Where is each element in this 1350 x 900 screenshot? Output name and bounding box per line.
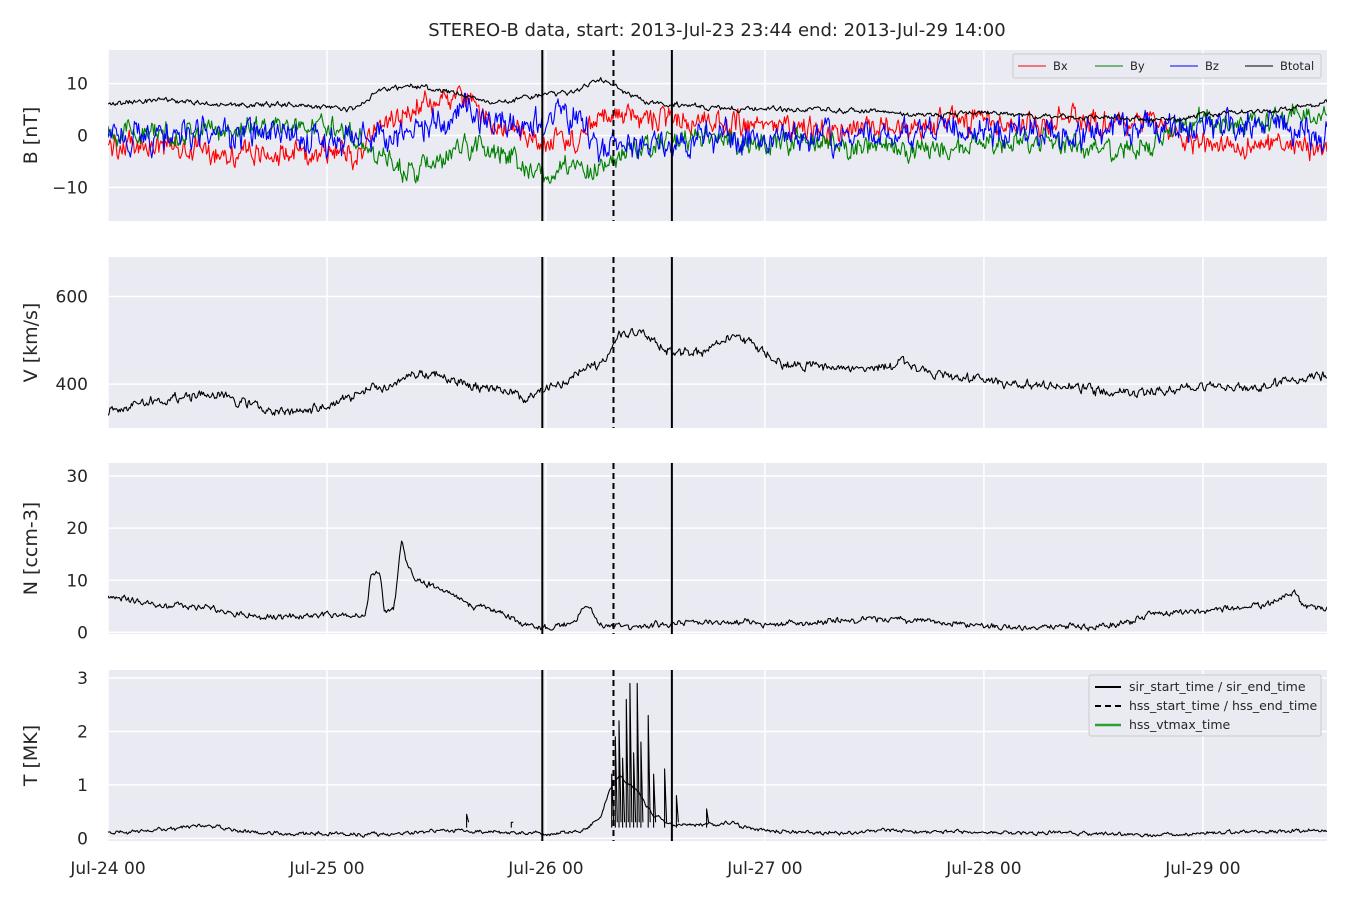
panel-B-plot-area (108, 77, 1327, 184)
t-legend-box (1088, 674, 1322, 737)
x-tick-label: Jul-27 00 (726, 859, 802, 879)
panel-N-ytick-label: 30 (66, 467, 88, 487)
legend-entry-label: hss_start_time / hss_end_time (1129, 698, 1318, 713)
legend-entry-label: sir_start_time / sir_end_time (1129, 679, 1306, 694)
panel-N: 30 20 10 0 N [ccm-3] (20, 463, 1327, 643)
x-tick-label: Jul-28 00 (945, 859, 1021, 879)
panel-T-ytick-label: 0 (77, 829, 88, 849)
panel-N-plot-area (108, 540, 1327, 632)
b-legend-box (1012, 53, 1322, 79)
panel-N-ylabel: N [ccm-3] (20, 502, 42, 595)
panel-N-ytick-label: 10 (66, 571, 88, 591)
panel-B-ytick-label: 0 (77, 127, 88, 147)
series-t-spikes-line (466, 682, 710, 828)
series-bz-line (108, 92, 1327, 163)
panel-T-ytick-label: 1 (77, 776, 88, 796)
chart-title: STEREO-B data, start: 2013-Jul-23 23:44 … (428, 20, 1005, 41)
series-by-line (108, 103, 1327, 184)
b-panel-legend: Bx By Bz Btotal (1012, 53, 1322, 79)
panel-B-ytick-label: 10 (66, 75, 88, 95)
x-tick-label: Jul-29 00 (1164, 859, 1240, 879)
series-n-line (108, 540, 1327, 632)
panel-B: 10 0 −10 B [nT] Bx By Bz Btotal (20, 50, 1327, 221)
panel-V-ytick-label: 400 (56, 375, 88, 395)
panel-T-plot-area (108, 682, 1327, 838)
panel-V: 600 400 V [km/s] (20, 257, 1327, 428)
panel-T-ytick-label: 3 (77, 669, 88, 689)
panel-N-ytick-label: 0 (77, 623, 88, 643)
t-panel-legend: sir_start_time / sir_end_time hss_start_t… (1088, 674, 1322, 737)
panel-N-background (108, 463, 1327, 634)
series-v-line (108, 327, 1327, 416)
legend-entry-label: hss_vtmax_time (1129, 717, 1231, 732)
panel-N-ytick-label: 20 (66, 519, 88, 539)
legend-label-bz: Bz (1205, 59, 1219, 73)
x-tick-label: Jul-25 00 (288, 859, 364, 879)
panel-B-ytick-label: −10 (52, 178, 88, 198)
x-tick-label: Jul-24 00 (69, 859, 145, 879)
panel-B-ylabel: B [nT] (20, 107, 42, 165)
legend-label-by: By (1130, 59, 1145, 73)
panel-V-plot-area (108, 327, 1327, 416)
panel-V-ytick-label: 600 (56, 287, 88, 307)
legend-label-btotal: Btotal (1280, 59, 1314, 73)
series-t-line (108, 774, 1327, 838)
x-tick-label: Jul-26 00 (507, 859, 583, 879)
panel-T-ylabel: T [MK] (20, 725, 42, 787)
panel-V-ylabel: V [km/s] (20, 303, 42, 383)
panel-T: 3 2 1 0 T [MK] sir_start_time / sir_end_timeh… (20, 669, 1327, 879)
panel-T-ytick-label: 2 (77, 722, 88, 742)
legend-label-bx: Bx (1053, 59, 1068, 73)
series-btotal-line (108, 77, 1327, 123)
